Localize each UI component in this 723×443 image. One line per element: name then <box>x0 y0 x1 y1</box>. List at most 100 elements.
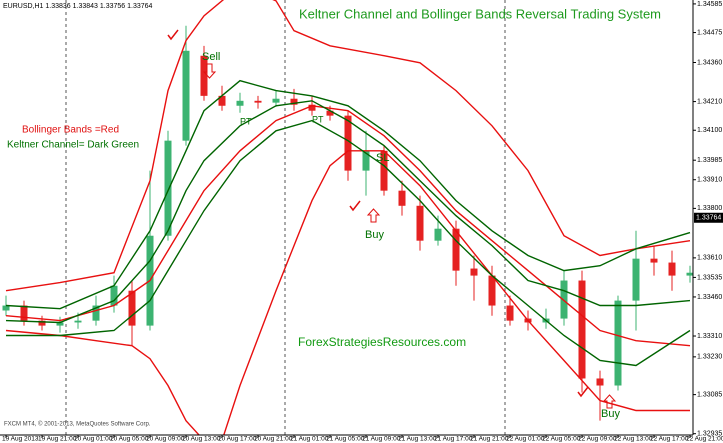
indicator-line <box>5 105 691 347</box>
candle-body <box>686 272 693 276</box>
y-tick-label: 1.33910 <box>697 177 722 184</box>
candle-body <box>290 98 298 105</box>
y-tick-label: 1.33610 <box>697 255 722 262</box>
candle-body <box>344 115 352 171</box>
y-tick-label: 1.33310 <box>697 333 722 340</box>
y-tick-label: 1.33460 <box>697 294 722 301</box>
day-separators <box>65 0 506 435</box>
chart-title: Keltner Channel and Bollinger Bands Reve… <box>299 6 661 21</box>
candle-body <box>596 378 604 386</box>
candle-body <box>560 280 568 319</box>
x-tick-label: 20 Aug 13:00 <box>182 436 221 443</box>
y-tick-label: 1.33230 <box>697 354 722 361</box>
candle-body <box>182 50 190 141</box>
x-tick-label: 21 Aug 05:00 <box>326 436 365 443</box>
candle-body <box>488 275 496 306</box>
x-tick-label: 20 Aug 01:00 <box>74 436 113 443</box>
y-tick-label: 1.34210 <box>697 98 722 105</box>
candle-body <box>2 305 10 311</box>
x-tick-label: 22 Aug 17:00 <box>650 436 689 443</box>
x-tick-label: 20 Aug 05:00 <box>110 436 149 443</box>
x-tick-label: 20 Aug 09:00 <box>146 436 185 443</box>
current-price-label: 1.33764 <box>696 215 721 222</box>
candle-body <box>650 258 658 263</box>
annotation: Buy <box>365 229 384 241</box>
sell-arrow <box>202 63 217 79</box>
x-tick-label: 22 Aug 01:00 <box>506 436 545 443</box>
x-tick-label: 21 Aug 17:00 <box>434 436 473 443</box>
annotation: Buy <box>601 408 620 420</box>
candle-body <box>362 150 370 171</box>
y-tick-label: 1.34475 <box>697 29 722 36</box>
x-tick-label: 22 Aug 21:00 <box>686 436 723 443</box>
y-tick-label: 1.34360 <box>697 59 722 66</box>
candle-body <box>20 305 28 321</box>
y-tick-label: 1.33085 <box>697 391 722 398</box>
candle-body <box>164 140 172 236</box>
candle-body <box>110 285 118 306</box>
candle-body <box>236 100 244 106</box>
candle-body <box>632 258 640 301</box>
candle-body <box>614 300 622 386</box>
candle-body <box>128 290 136 326</box>
x-tick-label: 21 Aug 01:00 <box>290 436 329 443</box>
candle-body <box>470 268 478 276</box>
bb-legend: Bollinger Bands =Red <box>22 125 119 136</box>
candle-body <box>326 110 334 116</box>
watermark: ForexStrategiesResources.com <box>298 335 466 349</box>
candle-body <box>416 205 424 241</box>
y-tick-label: 1.34585 <box>697 1 722 8</box>
candle-body <box>272 98 280 103</box>
current-price-box <box>694 212 723 223</box>
candle-body <box>38 320 46 326</box>
y-tick-label: 1.33535 <box>697 274 722 281</box>
buy-arrow <box>366 208 381 223</box>
plot-area <box>2 0 693 435</box>
x-tick-label: 19 Aug 2013 <box>2 436 39 443</box>
kc-legend: Keltner Channel= Dark Green <box>7 140 139 151</box>
candle-body <box>506 305 514 321</box>
check-mark <box>349 200 361 212</box>
buy-arrow <box>602 394 617 409</box>
indicator-line <box>6 119 691 367</box>
x-tick-label: 20 Aug 17:00 <box>218 436 257 443</box>
x-tick-label: 22 Aug 09:00 <box>578 436 617 443</box>
indicator-line <box>5 100 691 324</box>
candle-body <box>92 305 100 321</box>
candle-body <box>218 95 226 106</box>
y-tick-label: 1.32935 <box>697 431 722 438</box>
x-tick-label: 21 Aug 13:00 <box>398 436 437 443</box>
x-tick-label: 22 Aug 13:00 <box>614 436 653 443</box>
x-tick-label: 20 Aug 21:00 <box>254 436 293 443</box>
symbol-info: EURUSD,H1 1.33836 1.33843 1.33756 1.3376… <box>3 3 153 10</box>
check-mark <box>167 29 179 41</box>
candle-body <box>668 262 676 276</box>
annotation: SL <box>376 152 389 164</box>
indicator-line <box>5 150 690 435</box>
signals <box>167 29 617 409</box>
candle-body <box>578 280 586 379</box>
copyright: FXCM MT4, © 2001-2013, MetaQuotes Softwa… <box>4 421 151 428</box>
annotation: Sell <box>202 51 220 63</box>
indicator-line <box>5 79 691 310</box>
y-tick-label: 1.34100 <box>697 127 722 134</box>
candle-body <box>74 320 82 323</box>
indicator-line <box>5 0 691 292</box>
candle-body <box>434 228 442 241</box>
candle-body <box>452 228 460 271</box>
annotation: PT <box>312 114 324 124</box>
candle-body <box>380 150 388 191</box>
x-tick-label: 21 Aug 21:00 <box>470 436 509 443</box>
y-tick-label: 1.33985 <box>697 157 722 164</box>
candle-body <box>398 190 406 206</box>
x-tick-label: 21 Aug 09:00 <box>362 436 401 443</box>
x-tick-label: 22 Aug 05:00 <box>542 436 581 443</box>
candle-body <box>308 104 316 111</box>
candle-body <box>200 55 208 96</box>
annotation: PT <box>240 116 252 126</box>
candle-body <box>254 100 262 103</box>
candle-body <box>56 322 64 326</box>
y-tick-label: 1.33800 <box>697 205 722 212</box>
